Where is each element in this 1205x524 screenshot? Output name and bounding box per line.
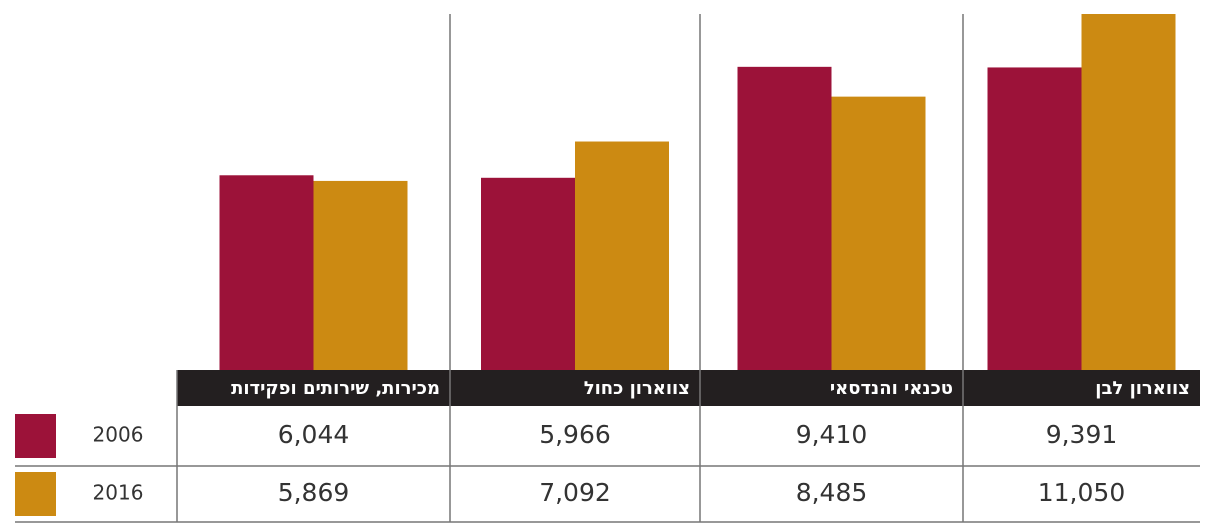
bar: [481, 177, 575, 370]
bar: [831, 96, 926, 371]
bar: [737, 66, 832, 371]
value-label: 5,869: [278, 478, 350, 507]
table-header: [177, 370, 1200, 406]
category-label: טכנאי והנדסאי: [830, 378, 953, 399]
value-label: 5,966: [539, 420, 611, 449]
bar: [987, 67, 1082, 370]
value-label: 9,410: [796, 420, 868, 449]
value-label: 8,485: [796, 478, 868, 507]
legend-swatch: [15, 472, 56, 516]
legend-swatch: [15, 414, 56, 458]
value-label: 11,050: [1038, 478, 1125, 507]
category-label: צווארון לבן: [1095, 378, 1190, 399]
bar: [1081, 14, 1176, 370]
category-label: צווארון כחול: [584, 378, 690, 399]
bar: [313, 180, 408, 370]
legend-label: 2006: [93, 423, 144, 447]
category-label: מכירות, שירותים ופקידות: [231, 378, 440, 399]
value-label: 9,391: [1046, 420, 1118, 449]
value-label: 6,044: [278, 420, 350, 449]
bar: [575, 141, 669, 370]
bar: [219, 175, 314, 370]
legend-label: 2016: [93, 481, 144, 505]
value-label: 7,092: [539, 478, 611, 507]
